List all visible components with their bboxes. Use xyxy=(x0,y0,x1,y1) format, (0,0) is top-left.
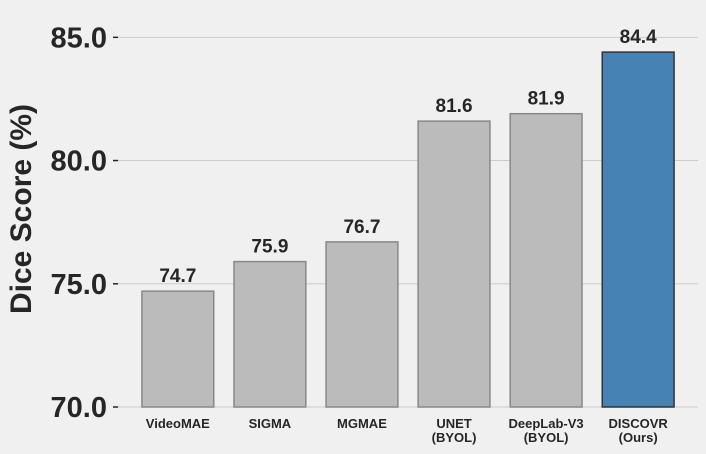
x-tick-label-line: MGMAE xyxy=(337,416,387,431)
bar-1 xyxy=(233,260,307,408)
bar-0 xyxy=(141,290,215,408)
x-tick-label-5: DISCOVR (Ours) xyxy=(609,416,669,445)
y-tick-label-0: 70.0 xyxy=(51,392,107,424)
x-tick-label-0: VideoMAE xyxy=(146,416,210,431)
x-tick-label-line: DeepLab-V3 xyxy=(509,416,584,431)
x-tick-label-4: DeepLab-V3 (BYOL) xyxy=(509,416,584,445)
x-tick-label-1: SIGMA xyxy=(249,416,292,431)
x-tick-label-line: VideoMAE xyxy=(146,416,210,431)
bar-3 xyxy=(417,120,491,408)
x-tick-label-line: SIGMA xyxy=(249,416,292,431)
x-tick-label-line: DISCOVR xyxy=(609,416,669,431)
data-label-3: 81.6 xyxy=(436,96,473,117)
x-tick-label-line: (Ours) xyxy=(619,430,658,445)
bar-2 xyxy=(325,241,399,408)
data-label-4: 81.9 xyxy=(528,89,565,110)
x-tick-label-3: UNET (BYOL) xyxy=(432,416,477,445)
bars: 74.7 75.9 76.7 81.6 81.9 84.4 xyxy=(141,27,675,408)
x-tick-label-line: (BYOL) xyxy=(524,430,569,445)
x-tick-label-line: UNET xyxy=(436,416,471,431)
y-tick-label-3: 85.0 xyxy=(51,22,107,54)
gridlines xyxy=(118,36,698,408)
x-tick-label-2: MGMAE xyxy=(337,416,387,431)
x-axis: VideoMAE SIGMA MGMAE UNET (BYOL)DeepLab-V3 (B… xyxy=(146,416,669,445)
y-tick-label-1: 75.0 xyxy=(51,269,107,301)
y-tick-label-2: 80.0 xyxy=(51,146,107,178)
data-label-0: 74.7 xyxy=(159,266,196,287)
y-axis: 70.0 75.0 80.0 85.0 xyxy=(51,22,118,424)
bar-5 xyxy=(601,51,675,408)
y-axis-label: Dice Score (%) xyxy=(5,104,38,314)
data-label-2: 76.7 xyxy=(343,217,380,238)
data-label-5: 84.4 xyxy=(620,27,657,48)
data-label-1: 75.9 xyxy=(251,237,288,258)
x-tick-label-line: (BYOL) xyxy=(432,430,477,445)
bar-4 xyxy=(509,112,583,408)
